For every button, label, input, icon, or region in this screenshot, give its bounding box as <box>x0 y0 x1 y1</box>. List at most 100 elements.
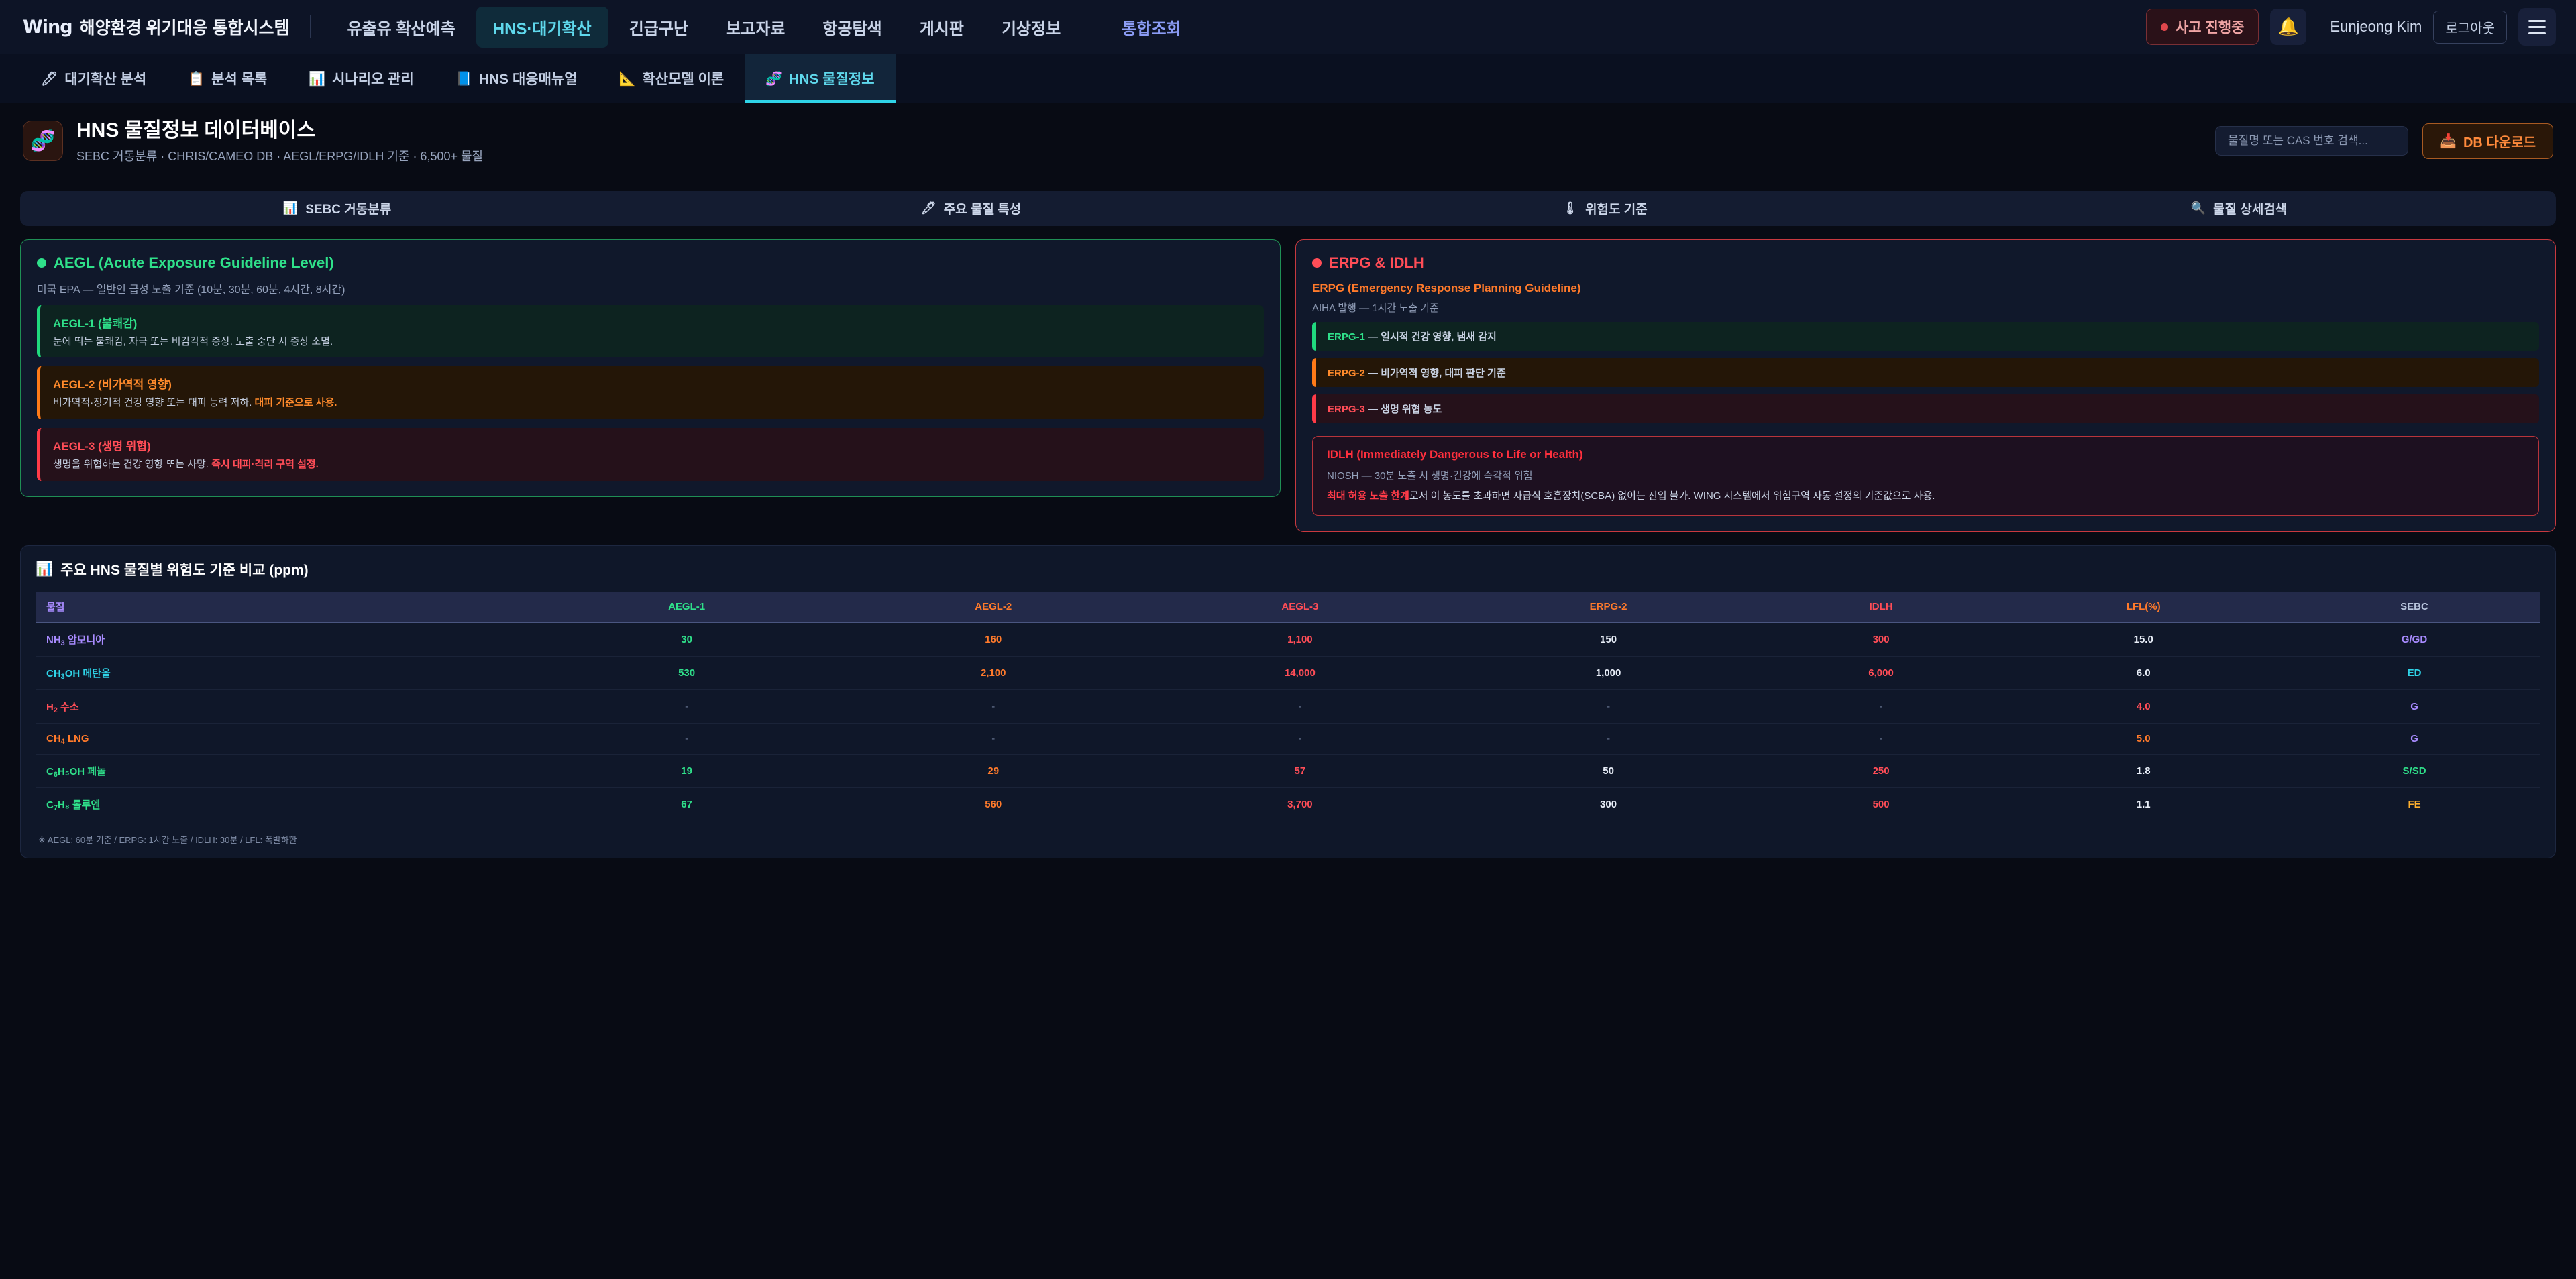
table-row[interactable]: H2 수소 - - - - - 4.0 G <box>36 690 2540 724</box>
cell-aegl3: 14,000 <box>1284 667 1316 679</box>
search-icon: 🔍 <box>2190 201 2206 215</box>
table-row[interactable]: CH4 LNG - - - - - 5.0 G <box>36 724 2540 755</box>
subtab-0[interactable]: 🖊 대기확산 분석 <box>20 54 167 103</box>
subtab-5[interactable]: 🧬 HNS 물질정보 <box>745 54 896 103</box>
logout-button[interactable]: 로그아웃 <box>2433 10 2507 44</box>
chart-icon: 📊 <box>309 71 326 87</box>
formula-subscript: 3 <box>60 673 65 681</box>
content-tab-1[interactable]: 🖊 주요 물질 특성 <box>654 191 1288 226</box>
aegl-panel: AEGL (Acute Exposure Guideline Level) 미국… <box>20 239 1281 497</box>
aegl-title-label: AEGL (Acute Exposure Guideline Level) <box>54 254 334 271</box>
column-header-0[interactable]: 물질 <box>36 592 534 624</box>
aegl-level-desc: 비가역적·장기적 건강 영향 또는 대피 능력 저하. 대피 기준으로 사용. <box>53 396 1251 410</box>
sub-navigation-bar: 🖊 대기확산 분석 📋 분석 목록 📊 시나리오 관리 📘 HNS 대응매뉴얼 📐 확산모델 이론… <box>0 54 2576 103</box>
brand-logo[interactable]: Wing 해양환경 위기대응 통합시스템 <box>23 15 290 39</box>
username-label: Eunjeong Kim <box>2330 18 2422 35</box>
aegl-level-desc: 눈에 띄는 불쾌감, 자극 또는 비감각적 증상. 노출 중단 시 증상 소멸. <box>53 335 1251 349</box>
table-title-row: 📊 주요 HNS 물질별 위험도 기준 비교 (ppm) <box>36 559 2540 579</box>
nav-item-5[interactable]: 게시판 <box>919 19 964 38</box>
subtab-label: HNS 대응매뉴얼 <box>478 72 578 87</box>
triangle-icon: 📐 <box>619 71 636 87</box>
cell-aegl3: 3,700 <box>1287 799 1313 811</box>
subtab-1[interactable]: 📋 분석 목록 <box>167 54 288 103</box>
formula-subscript: 6 <box>53 771 58 779</box>
subtab-3[interactable]: 📘 HNS 대응매뉴얼 <box>435 54 598 103</box>
nav-item-6[interactable]: 기상정보 <box>1001 19 1061 38</box>
cell-aegl2: 2,100 <box>980 667 1006 679</box>
table-footnote: ※ AEGL: 60분 기준 / ERPG: 1시간 노출 / IDLH: 30… <box>38 835 297 846</box>
cell-idlh: - <box>1879 733 1883 745</box>
column-header-7[interactable]: SEBC <box>2288 592 2540 624</box>
search-input[interactable] <box>2215 126 2409 156</box>
cell-idlh: 300 <box>1872 634 1890 646</box>
table-row[interactable]: C6H₅OH 페놀 19 29 57 50 250 1.8 S/SD <box>36 755 2540 788</box>
nav-item-0[interactable]: 유출유 확산예측 <box>347 19 455 38</box>
nav-item-7[interactable]: 통합조회 <box>1122 19 1181 38</box>
nav-item-1[interactable]: HNS·대기확산 <box>476 6 608 48</box>
erpg-code: ERPG-2 <box>1328 367 1365 379</box>
column-header-6[interactable]: LFL(%) <box>1998 592 2289 624</box>
table-body: NH3 암모니아 30 160 1,100 150 300 15.0 G/GD CH3OH 메탄… <box>36 622 2540 821</box>
idlh-title: IDLH (Immediately Dangerous to Life or H… <box>1327 447 1583 461</box>
erpg-level-3: ERPG-3 — 생명 위협 농도 <box>1312 394 2539 423</box>
subtab-label: 확산모델 이론 <box>642 72 724 87</box>
column-header-2[interactable]: AEGL-2 <box>840 592 1147 624</box>
status-dot-icon <box>2160 23 2168 31</box>
substance-name-cell: CH4 LNG <box>46 733 89 746</box>
nav-item-2[interactable]: 긴급구난 <box>629 19 689 38</box>
column-header-3[interactable]: AEGL-3 <box>1146 592 1454 624</box>
cell-aegl3: - <box>1298 733 1302 745</box>
red-dot-icon <box>1312 258 1322 268</box>
column-header-5[interactable]: IDLH <box>1763 592 1999 624</box>
cell-aegl1: 67 <box>681 799 692 811</box>
bell-icon[interactable]: 🔔 <box>2270 9 2307 45</box>
column-header-4[interactable]: ERPG-2 <box>1453 592 1764 624</box>
column-header-1[interactable]: AEGL-1 <box>533 592 841 624</box>
subtab-4[interactable]: 📐 확산모델 이론 <box>598 54 745 103</box>
content-tab-0[interactable]: 📊 SEBC 거동분류 <box>20 191 654 226</box>
cell-idlh: 250 <box>1872 765 1890 777</box>
table-row[interactable]: CH3OH 메탄올 530 2,100 14,000 1,000 6,000 6.0 ED <box>36 657 2540 690</box>
top-navigation-bar: Wing 해양환경 위기대응 통합시스템 유출유 확산예측 HNS·대기확산 긴급구… <box>0 0 2576 54</box>
erpg-text: — 생명 위협 농도 <box>1364 403 1442 415</box>
content-tab-3[interactable]: 🔍 물질 상세검색 <box>1922 191 2556 226</box>
subtab-label: HNS 물질정보 <box>789 72 875 87</box>
flame-icon: 🌡 <box>1562 201 1578 215</box>
substance-name-cell: C6H₅OH 페놀 <box>46 766 106 779</box>
dna-icon: 🧬 <box>765 71 783 87</box>
main-menu: 유출유 확산예측 HNS·대기확산 긴급구난 보고자료 항공탐색 게시판 기상정보 통합조회 <box>331 6 1198 48</box>
cell-idlh: 6,000 <box>1868 667 1894 679</box>
content-tab-label: 주요 물질 특성 <box>943 203 1022 217</box>
idlh-note-emphasis: 최대 허용 노출 한계 <box>1327 490 1409 502</box>
incident-status-label: 사고 진행중 <box>2175 20 2245 36</box>
erpg-heading: ERPG (Emergency Response Planning Guidel… <box>1312 281 1581 294</box>
dna-icon: 🧬 <box>23 121 63 162</box>
cell-lfl: 4.0 <box>2136 701 2151 713</box>
aegl-panel-title: AEGL (Acute Exposure Guideline Level) <box>37 254 1264 272</box>
table-title: 주요 HNS 물질별 위험도 기준 비교 (ppm) <box>60 563 309 579</box>
content-tab-label: SEBC 거동분류 <box>305 203 392 217</box>
idlh-box: IDLH (Immediately Dangerous to Life or H… <box>1312 435 2539 516</box>
nav-item-3[interactable]: 보고자료 <box>726 19 786 38</box>
erpg-idlh-panel: ERPG & IDLH ERPG (Emergency Response Pla… <box>1295 239 2556 533</box>
cell-aegl2: - <box>991 701 996 713</box>
incident-status-badge[interactable]: 사고 진행중 <box>2145 9 2259 45</box>
hamburger-icon[interactable] <box>2518 8 2556 46</box>
table-row[interactable]: NH3 암모니아 30 160 1,100 150 300 15.0 G/GD <box>36 622 2540 657</box>
subtab-2[interactable]: 📊 시나리오 관리 <box>288 54 435 103</box>
db-download-button[interactable]: 📥 DB 다운로드 <box>2422 123 2553 159</box>
table-row[interactable]: C7H₈ 톨루엔 67 560 3,700 300 500 1.1 FE <box>36 788 2540 822</box>
content-tab-2[interactable]: 🌡 위험도 기준 <box>1288 191 1922 226</box>
substance-name-cell: H2 수소 <box>46 702 79 715</box>
cell-aegl2: - <box>991 733 996 745</box>
formula-subscript: 2 <box>53 706 58 715</box>
brand-mark: Wing <box>23 16 73 38</box>
erpg-text: — 비가역적 영향, 대피 판단 기준 <box>1364 367 1506 379</box>
aegl-level-list: AEGL-1 (불쾌감) 눈에 띄는 불쾌감, 자극 또는 비감각적 증상. 노출… <box>37 304 1264 481</box>
nav-item-4[interactable]: 항공탐색 <box>822 19 882 38</box>
aegl-level-desc: 생명을 위협하는 건강 영향 또는 사망. 즉시 대피·격리 구역 설정. <box>53 457 1251 472</box>
cell-lfl: 15.0 <box>2133 634 2153 646</box>
aegl-level-name: AEGL-3 (생명 위협) <box>53 440 151 453</box>
erpg-panel-title: ERPG & IDLH <box>1312 254 2539 272</box>
aegl-desc-emphasis: 즉시 대피·격리 구역 설정. <box>211 459 319 470</box>
